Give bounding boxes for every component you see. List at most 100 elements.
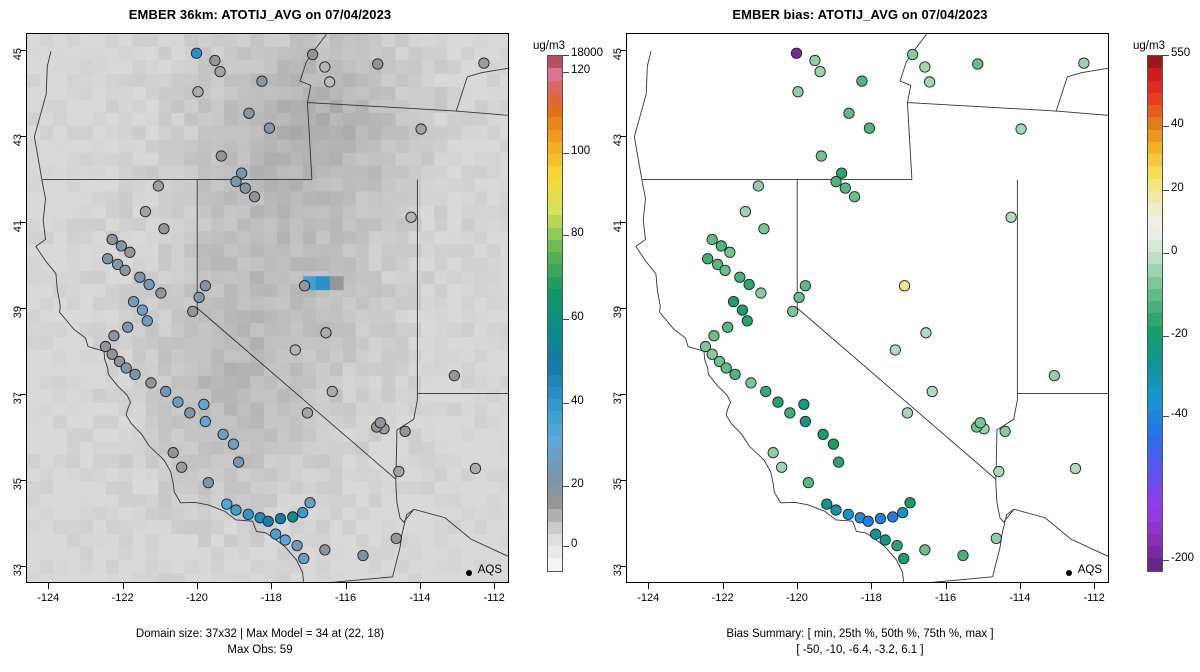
observation-marker[interactable] <box>124 246 136 258</box>
observation-marker[interactable] <box>106 348 118 360</box>
observation-marker[interactable] <box>799 280 811 292</box>
observation-marker[interactable] <box>187 305 199 318</box>
bias-markers[interactable] <box>627 34 1108 582</box>
observation-marker[interactable] <box>262 515 274 527</box>
observation-marker[interactable] <box>870 528 882 540</box>
observation-marker[interactable] <box>291 540 303 552</box>
observation-marker[interactable] <box>835 167 848 179</box>
observation-marker[interactable] <box>230 504 242 516</box>
observation-marker[interactable] <box>926 385 938 398</box>
observation-marker[interactable] <box>134 271 146 283</box>
observation-marker[interactable] <box>706 233 718 246</box>
observation-marker[interactable] <box>242 508 254 520</box>
observation-marker[interactable] <box>734 271 746 283</box>
observation-marker[interactable] <box>115 240 127 252</box>
observation-marker[interactable] <box>920 327 932 339</box>
observation-marker[interactable] <box>306 48 319 61</box>
observation-marker[interactable] <box>319 61 331 73</box>
observation-marker[interactable] <box>298 552 310 565</box>
observation-marker[interactable] <box>817 428 829 440</box>
observation-marker[interactable] <box>199 280 211 292</box>
observation-marker[interactable] <box>889 344 901 356</box>
observation-marker[interactable] <box>167 447 179 459</box>
observation-marker[interactable] <box>862 515 874 527</box>
observation-marker[interactable] <box>190 47 203 59</box>
observation-marker[interactable] <box>802 477 814 489</box>
observation-marker[interactable] <box>193 291 205 303</box>
bias-map[interactable]: AQS <box>626 33 1109 583</box>
observation-marker[interactable] <box>741 315 753 327</box>
observation-marker[interactable] <box>729 368 741 380</box>
observation-marker[interactable] <box>798 398 810 410</box>
observation-marker[interactable] <box>919 544 931 556</box>
observation-marker[interactable] <box>879 534 891 546</box>
observation-marker[interactable] <box>235 167 248 179</box>
observation-marker[interactable] <box>772 396 784 408</box>
observation-marker[interactable] <box>215 150 227 162</box>
observation-marker[interactable] <box>830 176 842 188</box>
observation-marker[interactable] <box>727 295 740 308</box>
observation-marker[interactable] <box>898 280 911 292</box>
observation-marker[interactable] <box>448 370 460 382</box>
observation-marker[interactable] <box>372 58 384 70</box>
observation-marker[interactable] <box>799 415 811 428</box>
observation-marker[interactable] <box>906 48 919 61</box>
observation-marker[interactable] <box>217 428 229 440</box>
observation-marker[interactable] <box>298 280 311 292</box>
observation-marker[interactable] <box>720 362 732 374</box>
observation-marker[interactable] <box>1005 211 1017 223</box>
observation-marker[interactable] <box>304 497 316 509</box>
observation-marker[interactable] <box>719 264 731 276</box>
observation-marker[interactable] <box>390 532 402 544</box>
observation-marker[interactable] <box>702 253 714 265</box>
observation-marker[interactable] <box>830 504 842 516</box>
observation-marker[interactable] <box>184 407 196 419</box>
observation-marker[interactable] <box>108 330 120 342</box>
observation-marker[interactable] <box>776 461 788 473</box>
observation-marker[interactable] <box>287 511 299 523</box>
observation-marker[interactable] <box>141 315 153 327</box>
observation-marker[interactable] <box>270 528 282 540</box>
observation-marker[interactable] <box>248 191 261 203</box>
observation-marker[interactable] <box>469 462 482 475</box>
observation-marker[interactable] <box>143 278 155 291</box>
observation-marker[interactable] <box>374 417 386 429</box>
observation-marker[interactable] <box>752 180 764 192</box>
observation-marker[interactable] <box>155 287 167 299</box>
observation-marker[interactable] <box>832 456 845 468</box>
observation-marker[interactable] <box>324 76 336 88</box>
observation-marker[interactable] <box>790 47 803 59</box>
observation-marker[interactable] <box>176 461 188 473</box>
observation-marker[interactable] <box>699 340 712 353</box>
observation-marker[interactable] <box>243 107 255 119</box>
observation-marker[interactable] <box>239 182 251 194</box>
observation-marker[interactable] <box>901 407 914 419</box>
observation-marker[interactable] <box>1078 57 1090 69</box>
observation-marker[interactable] <box>904 497 916 509</box>
observation-marker[interactable] <box>711 258 724 270</box>
observation-marker[interactable] <box>227 438 240 450</box>
observation-marker[interactable] <box>755 287 767 299</box>
observation-marker[interactable] <box>1069 462 1082 475</box>
observation-marker[interactable] <box>792 86 804 98</box>
observation-marker[interactable] <box>160 385 172 398</box>
observation-marker[interactable] <box>1048 370 1060 382</box>
observation-marker[interactable] <box>214 66 226 78</box>
observation-marker[interactable] <box>974 417 986 429</box>
observation-marker[interactable] <box>139 206 152 218</box>
observation-marker[interactable] <box>874 513 887 525</box>
observation-marker[interactable] <box>106 233 118 246</box>
observation-marker[interactable] <box>815 150 827 162</box>
observation-marker[interactable] <box>787 305 799 318</box>
observation-marker[interactable] <box>898 552 910 565</box>
observation-marker[interactable] <box>706 348 718 360</box>
observation-marker[interactable] <box>120 362 132 374</box>
observation-marker[interactable] <box>713 355 726 368</box>
observation-marker[interactable] <box>399 425 411 437</box>
observation-marker[interactable] <box>289 344 301 356</box>
observation-marker[interactable] <box>274 513 287 525</box>
observation-marker[interactable] <box>839 182 851 194</box>
observation-marker[interactable] <box>863 122 876 134</box>
observation-marker[interactable] <box>842 508 854 520</box>
observation-marker[interactable] <box>724 246 736 258</box>
